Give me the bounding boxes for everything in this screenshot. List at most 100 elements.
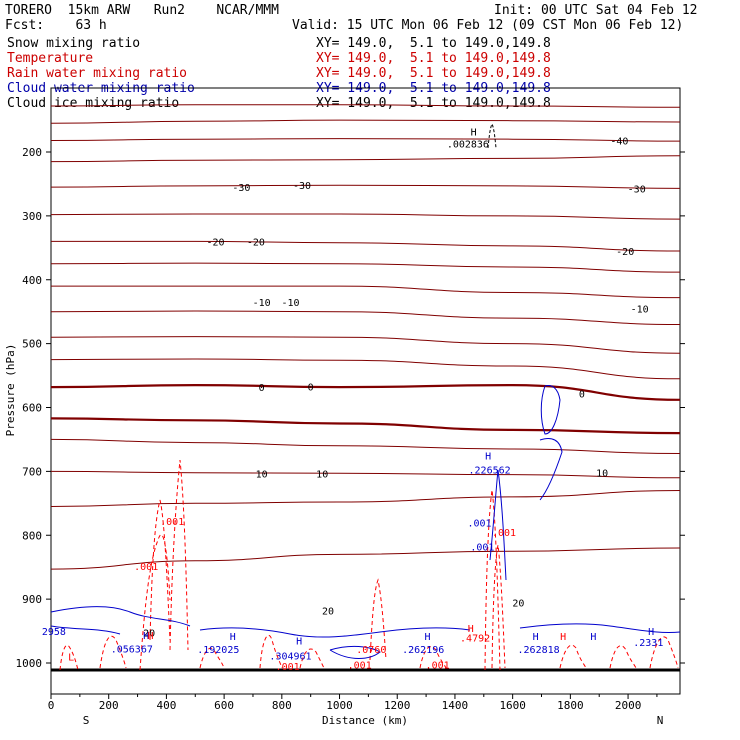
isotherm-label: -30 <box>628 184 646 195</box>
y-tick-label: 200 <box>22 146 42 159</box>
isotherm-line <box>50 104 681 108</box>
y-tick-label: 500 <box>22 338 42 351</box>
legend-rain-xy: XY= 149.0, 5.1 to 149.0,149.8 <box>316 66 551 81</box>
x-tick-label: 0 <box>48 699 55 712</box>
isotherm-label: -10 <box>281 298 299 309</box>
legend-temperature: Temperature <box>7 51 94 66</box>
cloud-water-contour <box>50 606 191 627</box>
x-tick-label: 200 <box>99 699 119 712</box>
value-label: .001 <box>160 517 184 528</box>
value-label: H <box>296 637 302 648</box>
value-label: L <box>68 653 74 664</box>
isotherm-label: 20 <box>143 628 155 639</box>
legend-cloud-ice-xy: XY= 149.0, 5.1 to 149.0,149.8 <box>316 96 551 111</box>
y-tick-label: 600 <box>22 402 42 415</box>
cloud-water-contour <box>519 623 681 634</box>
x-tick-label: 2000 <box>615 699 642 712</box>
isotherm-label: 10 <box>596 469 608 480</box>
value-label: H <box>468 624 474 635</box>
rain-contour <box>59 644 79 671</box>
value-label: H <box>533 632 539 643</box>
isotherm-line <box>51 285 681 299</box>
model-title: TORERO 15km ARW Run2 NCAR/MMM <box>5 3 279 18</box>
isotherm-label: 20 <box>512 598 524 609</box>
rain-contour <box>259 634 283 669</box>
value-label: .2331 <box>633 638 663 649</box>
value-label: .001 <box>492 528 516 539</box>
rain-contour <box>484 489 501 671</box>
x-tick-label: 1400 <box>442 699 469 712</box>
isotherm-line <box>50 310 681 325</box>
isotherm-line <box>50 240 681 252</box>
cloud-water-contour <box>539 438 563 501</box>
rain-contour <box>649 636 679 669</box>
isotherm-label: -10 <box>253 298 271 309</box>
isotherm-line <box>50 358 681 380</box>
cloud-water-contour <box>489 469 507 581</box>
y-tick-label: 700 <box>22 465 42 478</box>
isotherm-line <box>50 262 681 273</box>
x-tick-label: 400 <box>156 699 176 712</box>
x-tick-label: 1600 <box>499 699 526 712</box>
cloud-water-contour <box>540 385 561 435</box>
isotherm-label: -30 <box>232 183 250 194</box>
rain-contour <box>199 647 225 669</box>
isotherm-label: 20 <box>322 607 334 618</box>
value-label: .4792 <box>460 634 490 645</box>
value-label: H <box>230 632 236 643</box>
y-tick-label: 1000 <box>16 657 43 670</box>
isotherm-line <box>50 547 681 570</box>
isotherm-label: 0 <box>308 382 314 393</box>
value-label: H <box>590 632 596 643</box>
rain-contour <box>139 534 171 671</box>
isotherm-line <box>50 417 681 435</box>
value-label: .226562 <box>469 466 511 477</box>
legend-temperature-xy: XY= 149.0, 5.1 to 149.0,149.8 <box>316 51 551 66</box>
isotherm-label: -20 <box>247 237 265 248</box>
rain-contour <box>169 459 189 651</box>
cloud-water-contour <box>329 645 381 659</box>
rain-contour <box>609 645 637 669</box>
isotherm-line <box>50 383 681 401</box>
isotherm-label: 10 <box>256 469 268 480</box>
isotherm-line <box>50 213 681 220</box>
isotherm-line <box>50 119 681 124</box>
isotherm-label: -10 <box>631 305 649 316</box>
legend-rain: Rain water mixing ratio <box>7 66 188 81</box>
value-label: .262196 <box>402 645 444 656</box>
snow-contour <box>487 122 497 149</box>
isotherm-label: 0 <box>579 389 585 400</box>
value-label: .304961 <box>269 651 311 662</box>
rain-contour <box>149 499 171 641</box>
value-label: .001 <box>467 519 491 530</box>
isotherm-label: -40 <box>610 137 628 148</box>
x-tick-label: 600 <box>214 699 234 712</box>
legend-cloud-ice: Cloud ice mixing ratio <box>7 96 180 111</box>
value-label: .001 <box>348 660 372 671</box>
x-axis-label: Distance (km) <box>322 714 408 727</box>
value-label: H <box>560 632 566 643</box>
cloud-water-contour <box>199 627 471 638</box>
y-tick-label: 400 <box>22 274 42 287</box>
y-axis-label: Pressure (hPa) <box>4 344 17 437</box>
value-label: .056367 <box>111 644 153 655</box>
isotherm-label: -30 <box>293 181 311 192</box>
x-tick-label: 1200 <box>384 699 411 712</box>
isotherm-label: 0 <box>259 383 265 394</box>
isotherm-line <box>50 336 681 354</box>
value-label: .0760 <box>356 645 386 656</box>
legend-snow: Snow mixing ratio <box>7 36 141 51</box>
value-label: .001 <box>470 543 494 554</box>
isotherm-line <box>50 138 681 142</box>
value-label: .192025 <box>197 645 239 656</box>
x-tick-label: 1800 <box>557 699 584 712</box>
forecast-hour: Fcst: 63 h <box>5 18 107 33</box>
value-label: H <box>471 128 477 139</box>
value-label: H <box>648 627 654 638</box>
x-tick-label: 800 <box>272 699 292 712</box>
rain-contour <box>299 648 325 669</box>
init-time: Init: 00 UTC Sat 04 Feb 12 <box>494 3 698 18</box>
value-label: .002836 <box>447 140 489 151</box>
value-label: 2958 <box>42 627 66 638</box>
